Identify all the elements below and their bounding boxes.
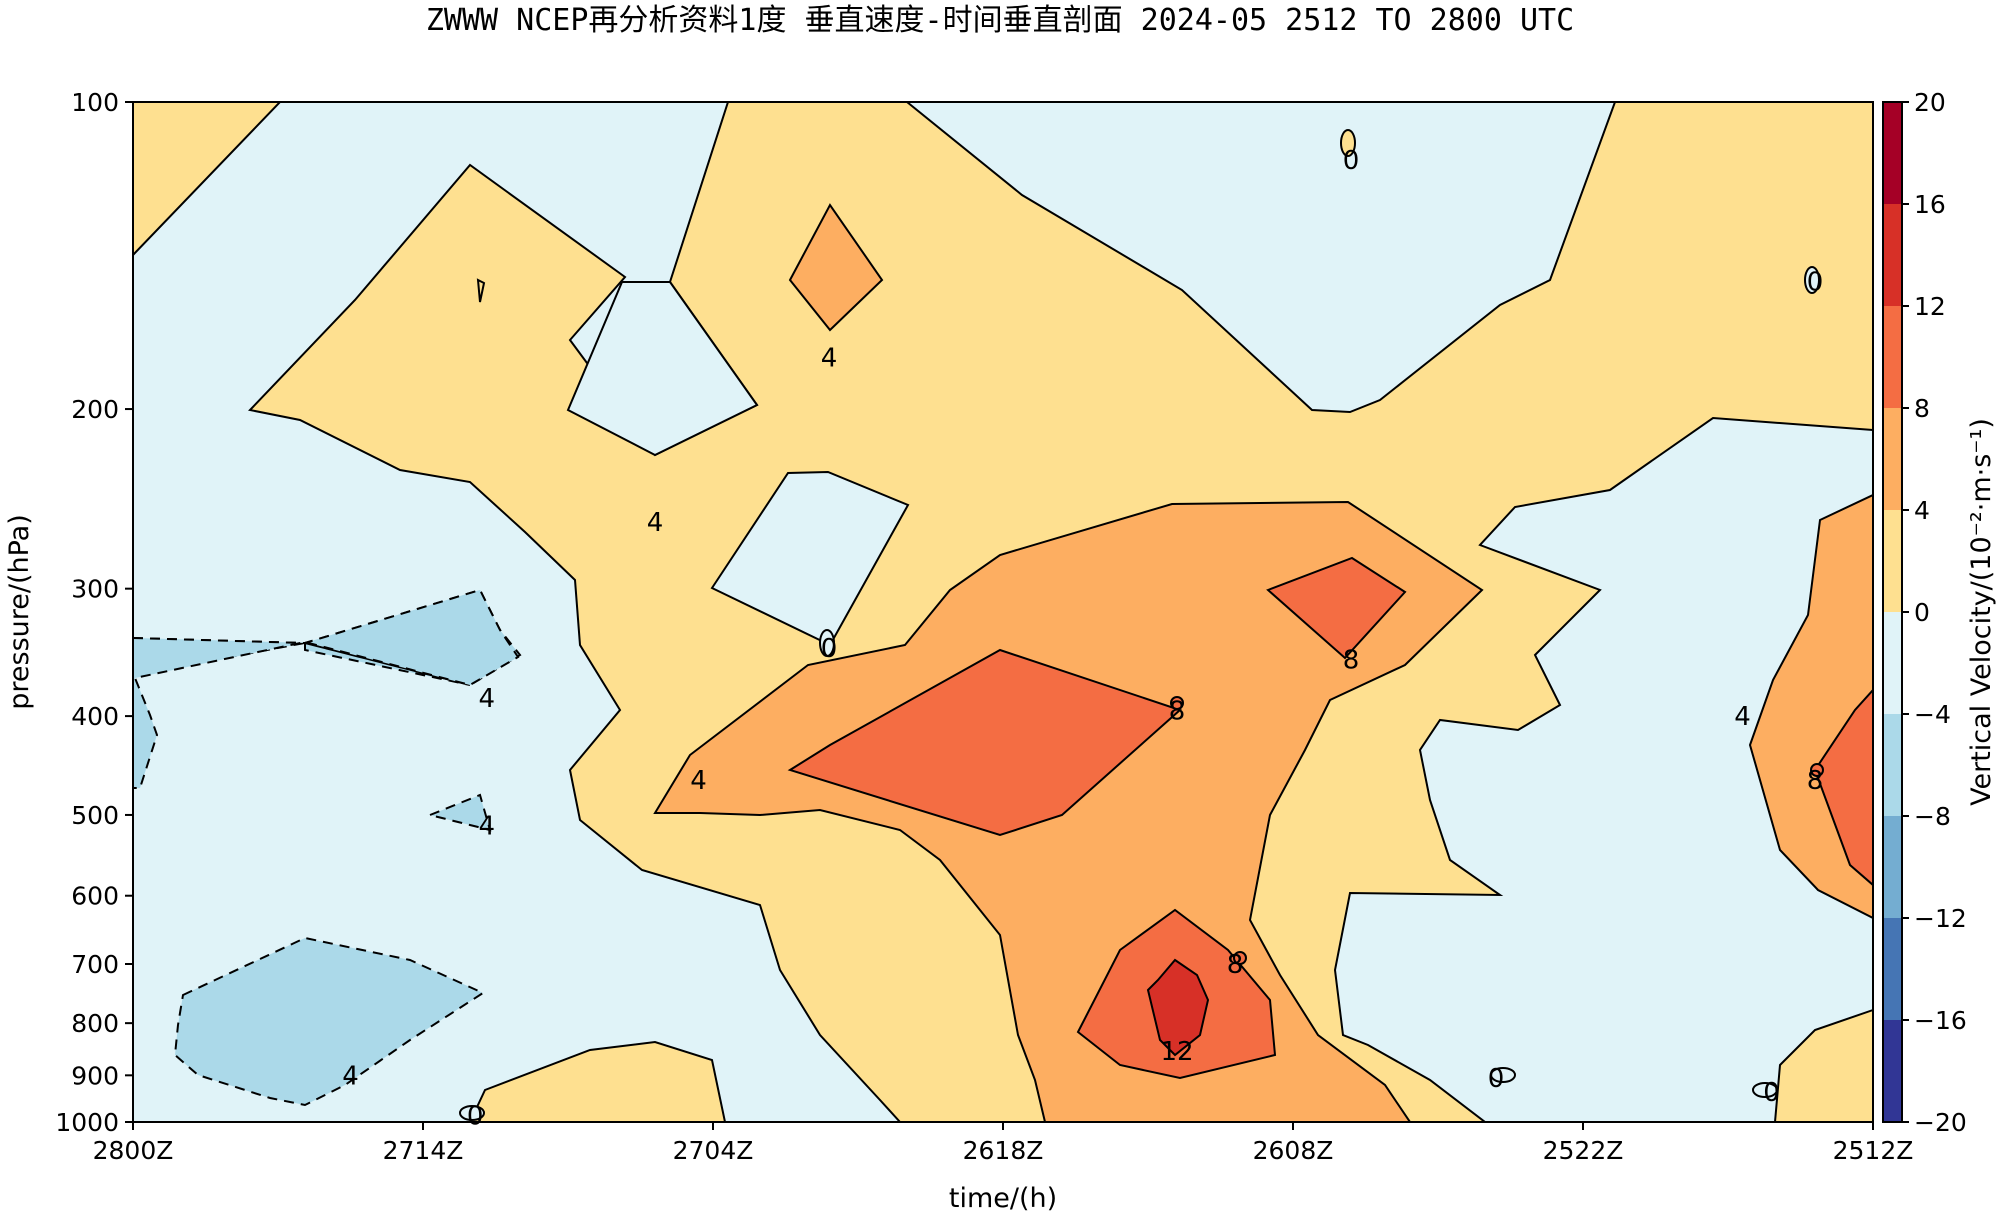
y-tick-label: 900 [71,1061,119,1090]
y-tick-label: 300 [71,575,119,604]
contour-label: 4 [479,684,496,714]
colorbar-tick-label: 20 [1914,88,1946,117]
band-0-4-bottom-right [1773,1008,1873,1122]
contour-label: 0 [1488,1064,1505,1094]
band-8-12-left [787,648,1182,837]
band-0-4-bottom-left [468,1040,727,1122]
colorbar-tick-label: 8 [1914,394,1930,423]
colorbar-tick-label: −4 [1914,700,1951,729]
y-tick-label: 600 [71,882,119,911]
x-tick-label: 2618Z [963,1136,1044,1165]
contour-small-0-top [1340,129,1356,157]
x-tick-label: 2714Z [383,1136,464,1165]
band-4-8-main [653,500,1484,1122]
colorbar-tick-label: −16 [1914,1006,1967,1035]
colorbar-segment [1883,204,1902,306]
colorbar-segment [1883,408,1902,510]
colorbar-segment [1883,918,1902,1020]
band-neg-hole-upper [566,281,759,457]
x-tick-label: 2704Z [673,1136,754,1165]
contour-small-0-right [1804,266,1820,294]
colorbar-tick-label: −8 [1914,802,1951,831]
y-tick-label: 400 [71,702,119,731]
x-axis-label: time/(h) [949,1183,1057,1214]
contour-label: 0 [1343,146,1360,176]
contour-label: 0 [467,1101,484,1131]
contour-small-0-b1 [1490,1067,1516,1083]
y-axis: 100 200 300 400 500 600 700 800 900 1000 [55,88,133,1137]
contour-small-0-mid [819,629,835,657]
band-neg-hole-mid [710,470,910,647]
x-tick-label: 2512Z [1833,1136,1914,1165]
contour-small-0-b2 [1752,1082,1778,1098]
colorbar-segment [1883,714,1902,816]
contour-label: 4 [479,811,496,841]
contour-labels: 4 4 4 4 4 4 0 0 0 0 0 0 8 8 8 8 12 4 [342,146,1823,1131]
contour-label: 4 [821,343,838,373]
colorbar-tick-label: −20 [1914,1108,1967,1137]
contour-label: 0 [1807,268,1824,298]
x-tick-label: 2608Z [1253,1136,1334,1165]
contour-label: 12 [1160,1037,1193,1067]
contour-label: 8 [1227,950,1244,980]
colorbar-tick-label: 12 [1914,292,1946,321]
band-neg4-neg8-bottom [173,936,486,1107]
colorbar-tick-label: −12 [1914,904,1967,933]
y-tick-label: 800 [71,1009,119,1038]
contour-fills [133,102,1873,1122]
band-neg4-neg8-small [426,793,492,832]
colorbar-segment [1883,1020,1902,1122]
contour-small-8-a [1170,696,1184,710]
contour-label: 0 [821,634,838,664]
contour-label: 8 [1343,645,1360,675]
x-tick-label: 2800Z [93,1136,174,1165]
y-tick-label: 100 [71,88,119,117]
contour-label: 0 [1763,1078,1780,1108]
band-0-4-top-left [133,102,282,257]
colorbar-segment [1883,612,1902,714]
y-tick-label: 500 [71,801,119,830]
x-tick-label: 2522Z [1543,1136,1624,1165]
colorbar: −20 −16 −12 −8 −4 0 4 8 12 16 20 [1882,88,1967,1137]
colorbar-tick-label: 16 [1914,190,1946,219]
y-tick-label: 700 [71,950,119,979]
contour-label: 4 [1734,702,1751,732]
x-axis: 2800Z 2714Z 2704Z 2618Z 2608Z 2522Z 2512Z [93,1122,1914,1165]
contour-small-4-blip [476,278,486,303]
band-12-16 [1146,958,1210,1057]
contour-small-8-c [1810,763,1824,777]
contour-label: 8 [1169,697,1186,727]
contour-label: 8 [1807,766,1824,796]
plot-area: 4 4 4 4 4 4 0 0 0 0 0 0 8 8 8 8 12 4 [132,101,1874,1131]
colorbar-tick-label: 4 [1914,496,1930,525]
chart-title: ZWWW NCEP再分析资料1度 垂直速度-时间垂直剖面 2024-05 251… [426,3,1574,38]
band-4-8-upper [788,203,884,332]
band-neg4-neg8-upper-left [133,588,520,789]
colorbar-segment [1883,510,1902,612]
band-8-12-upper [1266,556,1407,660]
contour-label: 4 [647,508,664,538]
y-tick-label: 200 [71,395,119,424]
colorbar-segment [1883,816,1902,918]
contour-small-0-b3 [459,1105,485,1121]
contour-label: 4 [690,766,707,796]
band-8-12-right [1813,688,1873,887]
contour-label: 4 [342,1061,359,1091]
colorbar-segment [1883,306,1902,408]
y-tick-label: 1000 [55,1108,119,1137]
contour-small-8-b [1233,951,1247,965]
colorbar-label: Vertical Velocity/(10⁻²·m·s⁻¹) [1966,418,1997,806]
colorbar-segment [1883,102,1902,204]
y-axis-label: pressure/(hPa) [4,514,35,710]
colorbar-tick-label: 0 [1914,598,1930,627]
